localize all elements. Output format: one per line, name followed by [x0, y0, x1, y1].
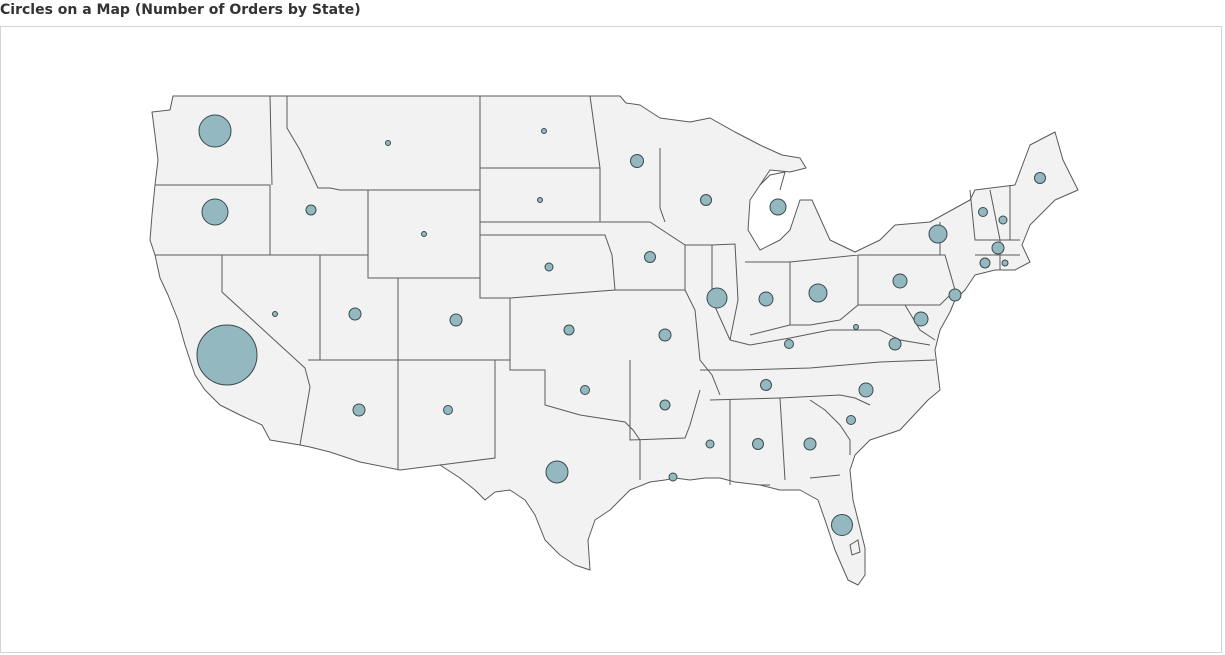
- chart-title: Circles on a Map (Number of Orders by St…: [0, 2, 361, 18]
- us-outline: [149, 95, 1079, 586]
- state-bubble-in[interactable]: [758, 291, 774, 307]
- state-bubble-mo[interactable]: [658, 328, 672, 342]
- state-bubble-nh[interactable]: [998, 215, 1008, 225]
- state-bubble-id[interactable]: [305, 204, 317, 216]
- state-bubble-mn[interactable]: [630, 154, 644, 168]
- state-bubble-nc[interactable]: [858, 382, 874, 398]
- state-bubble-ks[interactable]: [563, 324, 575, 336]
- state-bubble-wi[interactable]: [700, 194, 712, 206]
- state-bubble-ia[interactable]: [644, 251, 656, 263]
- state-bubble-ca[interactable]: [196, 324, 258, 386]
- state-bubble-ma[interactable]: [991, 241, 1005, 255]
- state-bubble-az[interactable]: [352, 403, 366, 417]
- state-bubble-ut[interactable]: [348, 307, 362, 321]
- bubble-layer: [196, 114, 1046, 536]
- state-bubble-wv[interactable]: [853, 324, 859, 330]
- state-bubble-mi[interactable]: [769, 198, 787, 216]
- state-bubble-wa[interactable]: [198, 114, 232, 148]
- state-bubble-ga[interactable]: [803, 437, 817, 451]
- state-bubble-nm[interactable]: [443, 405, 453, 415]
- state-bubble-or[interactable]: [201, 198, 229, 226]
- state-bubble-vt[interactable]: [978, 207, 988, 217]
- state-bubble-wy[interactable]: [421, 231, 427, 237]
- state-bubble-nd[interactable]: [541, 128, 547, 134]
- state-borders: [155, 95, 1020, 486]
- state-bubble-la[interactable]: [668, 472, 678, 482]
- state-bubble-ct[interactable]: [979, 257, 991, 269]
- state-bubble-ok[interactable]: [580, 385, 590, 395]
- state-bubble-ne[interactable]: [544, 262, 554, 272]
- state-bubble-sd[interactable]: [537, 197, 543, 203]
- state-bubble-il[interactable]: [706, 287, 728, 309]
- state-bubble-mt[interactable]: [385, 140, 391, 146]
- lake-okeechobee: [849, 539, 861, 556]
- state-bubble-va[interactable]: [888, 337, 902, 351]
- state-bubble-fl[interactable]: [831, 514, 853, 536]
- state-bubble-tx[interactable]: [545, 460, 569, 484]
- state-bubble-ny[interactable]: [928, 224, 948, 244]
- state-bubble-co[interactable]: [449, 313, 463, 327]
- state-bubble-sc[interactable]: [846, 415, 856, 425]
- state-bubble-ms[interactable]: [705, 439, 715, 449]
- state-bubble-ar[interactable]: [659, 399, 671, 411]
- state-bubble-me[interactable]: [1034, 172, 1046, 184]
- state-bubble-ky[interactable]: [784, 339, 794, 349]
- lake-michigan: [759, 171, 786, 191]
- state-bubble-oh[interactable]: [808, 283, 828, 303]
- state-bubble-tn[interactable]: [760, 379, 772, 391]
- state-bubble-ri[interactable]: [1001, 259, 1009, 267]
- state-bubble-md[interactable]: [913, 311, 929, 327]
- state-bubble-pa[interactable]: [892, 273, 908, 289]
- state-bubble-al[interactable]: [752, 438, 764, 450]
- state-bubble-nv[interactable]: [272, 311, 278, 317]
- state-bubble-nj[interactable]: [948, 288, 962, 302]
